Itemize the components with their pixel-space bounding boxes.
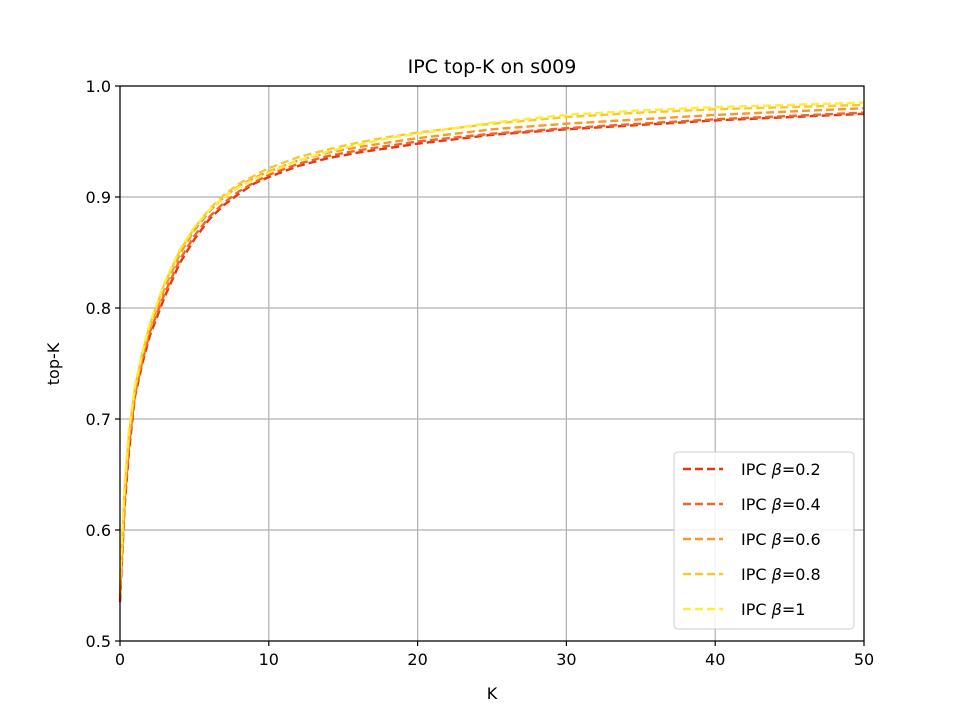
legend-label-symbol: β bbox=[771, 565, 782, 584]
axis-ticks: 0 10 20 30 40 50 0.5 0.6 0.7 0.8 0.9 1.0 bbox=[86, 77, 875, 669]
x-tick-label: 20 bbox=[407, 650, 427, 669]
legend-label-prefix: IPC bbox=[741, 460, 772, 479]
legend-label-1: IPC β=0.2 bbox=[741, 460, 821, 479]
y-tick-label: 1.0 bbox=[86, 77, 111, 96]
x-tick-label: 50 bbox=[854, 650, 874, 669]
x-tick-label: 10 bbox=[259, 650, 279, 669]
y-tick-label: 0.8 bbox=[86, 299, 111, 318]
legend-label-value: =0.8 bbox=[782, 565, 821, 584]
x-tick-label: 30 bbox=[556, 650, 576, 669]
series-line-5 bbox=[118, 101, 865, 580]
legend-label-value: =0.4 bbox=[782, 495, 821, 514]
legend-label-4: IPC β=0.8 bbox=[741, 565, 821, 584]
y-axis-label: top-K bbox=[44, 342, 63, 385]
legend-label-symbol: β bbox=[771, 530, 782, 549]
legend-label-prefix: IPC bbox=[741, 565, 772, 584]
plot-frame bbox=[119, 85, 865, 642]
y-tick-label: 0.9 bbox=[86, 188, 111, 207]
legend-box bbox=[673, 451, 855, 630]
legend-label-prefix: IPC bbox=[741, 530, 772, 549]
series-line-4 bbox=[118, 103, 865, 586]
legend-label-prefix: IPC bbox=[741, 495, 772, 514]
legend-label-symbol: β bbox=[771, 600, 782, 619]
y-tick-label: 0.5 bbox=[86, 632, 111, 651]
series-lines bbox=[118, 101, 865, 603]
series-line-2 bbox=[118, 111, 865, 597]
legend-label-symbol: β bbox=[771, 495, 782, 514]
y-tick-label: 0.6 bbox=[86, 521, 111, 540]
legend-label-value: =0.6 bbox=[782, 530, 821, 549]
chart-title: IPC top-K on s009 bbox=[408, 56, 577, 78]
legend-label-3: IPC β=0.6 bbox=[741, 530, 821, 549]
y-tick-label: 0.7 bbox=[86, 410, 111, 429]
legend-label-5: IPC β=1 bbox=[741, 600, 805, 619]
legend-label-symbol: β bbox=[771, 460, 782, 479]
x-axis-label: K bbox=[487, 684, 498, 703]
legend-label-prefix: IPC bbox=[741, 600, 772, 619]
grid bbox=[119, 85, 865, 642]
legend-label-value: =1 bbox=[782, 600, 806, 619]
legend-label-2: IPC β=0.4 bbox=[741, 495, 821, 514]
x-tick-label: 40 bbox=[705, 650, 725, 669]
x-tick-label: 0 bbox=[115, 650, 125, 669]
legend-label-value: =0.2 bbox=[782, 460, 821, 479]
